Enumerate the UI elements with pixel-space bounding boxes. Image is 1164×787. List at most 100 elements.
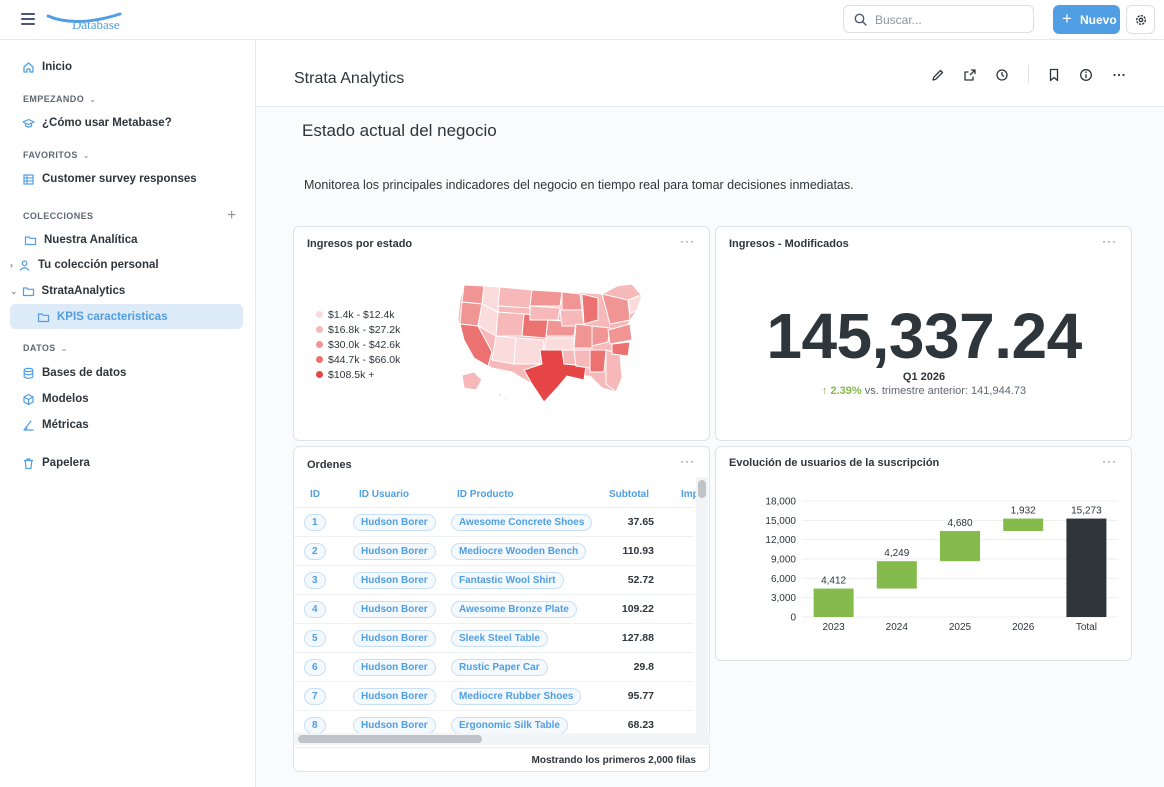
card-more-icon[interactable]: ··· xyxy=(680,234,695,248)
table-row[interactable]: 2 Hudson Borer Mediocre Wooden Bench 110.93 xyxy=(294,536,694,565)
map-region xyxy=(497,286,533,309)
section-data[interactable]: DATOS ⌄ xyxy=(23,343,68,353)
table-footer: Mostrando los primeros 2,000 filas xyxy=(294,747,710,771)
kpi-period: Q1 2026 xyxy=(902,371,946,383)
legend-swatch xyxy=(316,371,323,378)
pencil-icon[interactable] xyxy=(930,67,946,83)
cell-user[interactable]: Hudson Borer xyxy=(353,514,436,531)
cell-user[interactable]: Hudson Borer xyxy=(353,543,436,560)
column-header-id[interactable]: ID xyxy=(310,489,320,500)
cell-user[interactable]: Hudson Borer xyxy=(353,717,436,734)
share-icon[interactable] xyxy=(962,67,978,83)
cell-product[interactable]: Mediocre Wooden Bench xyxy=(451,543,587,560)
sidebar-item-kpis[interactable]: KPIS caracteristicas xyxy=(37,307,168,327)
logo-swoosh-icon[interactable] xyxy=(46,8,126,34)
table-row[interactable]: 7 Hudson Borer Mediocre Rubber Shoes 95.77 xyxy=(294,681,694,710)
cell-product[interactable]: Fantastic Wool Shirt xyxy=(451,572,564,589)
sidebar-item-label: Métricas xyxy=(42,419,89,431)
logo-text[interactable]: Database xyxy=(72,17,120,32)
vertical-scrollbar-track[interactable] xyxy=(696,477,708,733)
cell-id[interactable]: 2 xyxy=(304,543,326,560)
sidebar-item-models[interactable]: Modelos xyxy=(22,389,89,409)
cell-product[interactable]: Mediocre Rubber Shoes xyxy=(451,688,582,705)
sidebar-item-trash[interactable]: Papelera xyxy=(22,453,90,473)
chevron-right-icon[interactable]: › xyxy=(10,260,13,270)
card-more-icon[interactable]: ··· xyxy=(1102,454,1117,468)
card-more-icon[interactable]: ··· xyxy=(680,454,695,468)
column-header-tax[interactable]: Imp xyxy=(681,489,699,500)
cell-id[interactable]: 5 xyxy=(304,630,326,647)
search-input[interactable]: Buscar... xyxy=(843,5,1034,33)
graduation-cap-icon xyxy=(22,118,35,128)
waterfall-chart[interactable]: 18,000 15,000 12,000 9,000 6,000 3,000 0 4,412 2… xyxy=(716,447,1133,662)
cell-user[interactable]: Hudson Borer xyxy=(353,659,436,676)
sidebar-item-strata-analytics[interactable]: ⌄ StrataAnalytics xyxy=(10,281,125,301)
cell-user[interactable]: Hudson Borer xyxy=(353,601,436,618)
column-header-user-id[interactable]: ID Usuario xyxy=(359,489,410,500)
cell-id[interactable]: 4 xyxy=(304,601,326,618)
table-row[interactable]: 3 Hudson Borer Fantastic Wool Shirt 52.72 xyxy=(294,565,694,594)
legend-label: $1.4k - $12.4k xyxy=(328,308,395,321)
kpi-card[interactable]: Ingresos - Modificados ··· 145,337.24 Q1… xyxy=(715,226,1132,441)
dashboard-title[interactable]: Strata Analytics xyxy=(294,70,405,87)
cell-id[interactable]: 1 xyxy=(304,514,326,531)
sidebar-item-databases[interactable]: Bases de datos xyxy=(22,363,126,383)
waterfall-card[interactable]: Evolución de usuarios de la suscripción … xyxy=(715,446,1132,661)
cell-id[interactable]: 7 xyxy=(304,688,326,705)
sidebar-item-home[interactable]: Inicio xyxy=(22,57,72,77)
more-icon[interactable] xyxy=(1111,67,1127,83)
hamburger-menu-icon[interactable] xyxy=(21,13,35,25)
card-more-icon[interactable]: ··· xyxy=(1102,234,1117,248)
cell-product[interactable]: Sleek Steel Table xyxy=(451,630,548,647)
new-button[interactable]: + Nuevo xyxy=(1053,5,1120,34)
map-region xyxy=(491,335,517,365)
sidebar-item-favorite[interactable]: Customer survey responses xyxy=(22,169,197,189)
sidebar-item-nuestra-analitica[interactable]: Nuestra Analítica xyxy=(24,230,138,250)
sidebar-item-personal-collection[interactable]: › Tu colección personal xyxy=(10,255,159,275)
cell-user[interactable]: Hudson Borer xyxy=(353,572,436,589)
horizontal-scrollbar-thumb[interactable] xyxy=(298,735,482,743)
sidebar-item-label: Bases de datos xyxy=(42,367,127,379)
column-header-product-id[interactable]: ID Producto xyxy=(457,489,514,500)
sidebar-item-how-to[interactable]: ¿Cómo usar Metabase? xyxy=(22,113,172,133)
sidebar-item-label: Tu colección personal xyxy=(38,259,159,271)
cell-product[interactable]: Rustic Paper Car xyxy=(451,659,548,676)
us-choropleth-map[interactable] xyxy=(452,280,656,410)
settings-button[interactable] xyxy=(1126,5,1155,34)
add-collection-icon[interactable]: + xyxy=(227,207,237,224)
map-legend: $1.4k - $12.4k $16.8k - $27.2k $30.0k - … xyxy=(316,307,400,382)
cell-user[interactable]: Hudson Borer xyxy=(353,630,436,647)
sidebar-item-metrics[interactable]: Métricas xyxy=(22,415,89,435)
plus-icon: + xyxy=(1062,9,1072,28)
cell-product[interactable]: Awesome Bronze Plate xyxy=(451,601,577,618)
x-tick-label: Total xyxy=(1076,622,1097,633)
vertical-scrollbar-thumb[interactable] xyxy=(698,480,706,498)
chevron-down-icon[interactable]: ⌄ xyxy=(10,285,18,296)
y-tick-label: 0 xyxy=(790,613,796,624)
legend-label: $30.0k - $42.6k xyxy=(328,338,401,351)
cell-id[interactable]: 6 xyxy=(304,659,326,676)
info-icon[interactable] xyxy=(1078,67,1094,83)
bookmark-icon[interactable] xyxy=(1046,67,1062,83)
map-card[interactable]: Ingresos por estado ··· $1.4k - $12.4k $… xyxy=(293,226,710,441)
x-tick-label: 2023 xyxy=(822,622,845,633)
folder-icon xyxy=(24,235,37,245)
cell-id[interactable]: 8 xyxy=(304,717,326,734)
orders-card[interactable]: Ordenes ··· ID ID Usuario ID Producto Su… xyxy=(293,446,710,772)
table-row[interactable]: 1 Hudson Borer Awesome Concrete Shoes 37.65 xyxy=(294,507,694,536)
table-row[interactable]: 5 Hudson Borer Sleek Steel Table 127.88 xyxy=(294,623,694,652)
section-getting-started[interactable]: EMPEZANDO ⌄ xyxy=(23,94,96,104)
cell-product[interactable]: Ergonomic Silk Table xyxy=(451,717,568,734)
cell-user[interactable]: Hudson Borer xyxy=(353,688,436,705)
column-header-subtotal[interactable]: Subtotal xyxy=(609,489,649,500)
table-row[interactable]: 4 Hudson Borer Awesome Bronze Plate 109.22 xyxy=(294,594,694,623)
clock-icon[interactable] xyxy=(994,67,1010,83)
section-favorites[interactable]: FAVORITOS ⌄ xyxy=(23,150,90,160)
legend-item: $1.4k - $12.4k xyxy=(316,307,400,322)
cell-id[interactable]: 3 xyxy=(304,572,326,589)
table-icon xyxy=(23,173,34,185)
table-row[interactable]: 6 Hudson Borer Rustic Paper Car 29.8 xyxy=(294,652,694,681)
table-row[interactable]: 8 Hudson Borer Ergonomic Silk Table 68.23 xyxy=(294,710,694,739)
cell-product[interactable]: Awesome Concrete Shoes xyxy=(451,514,593,531)
dashboard-heading: Estado actual del negocio xyxy=(302,121,497,140)
